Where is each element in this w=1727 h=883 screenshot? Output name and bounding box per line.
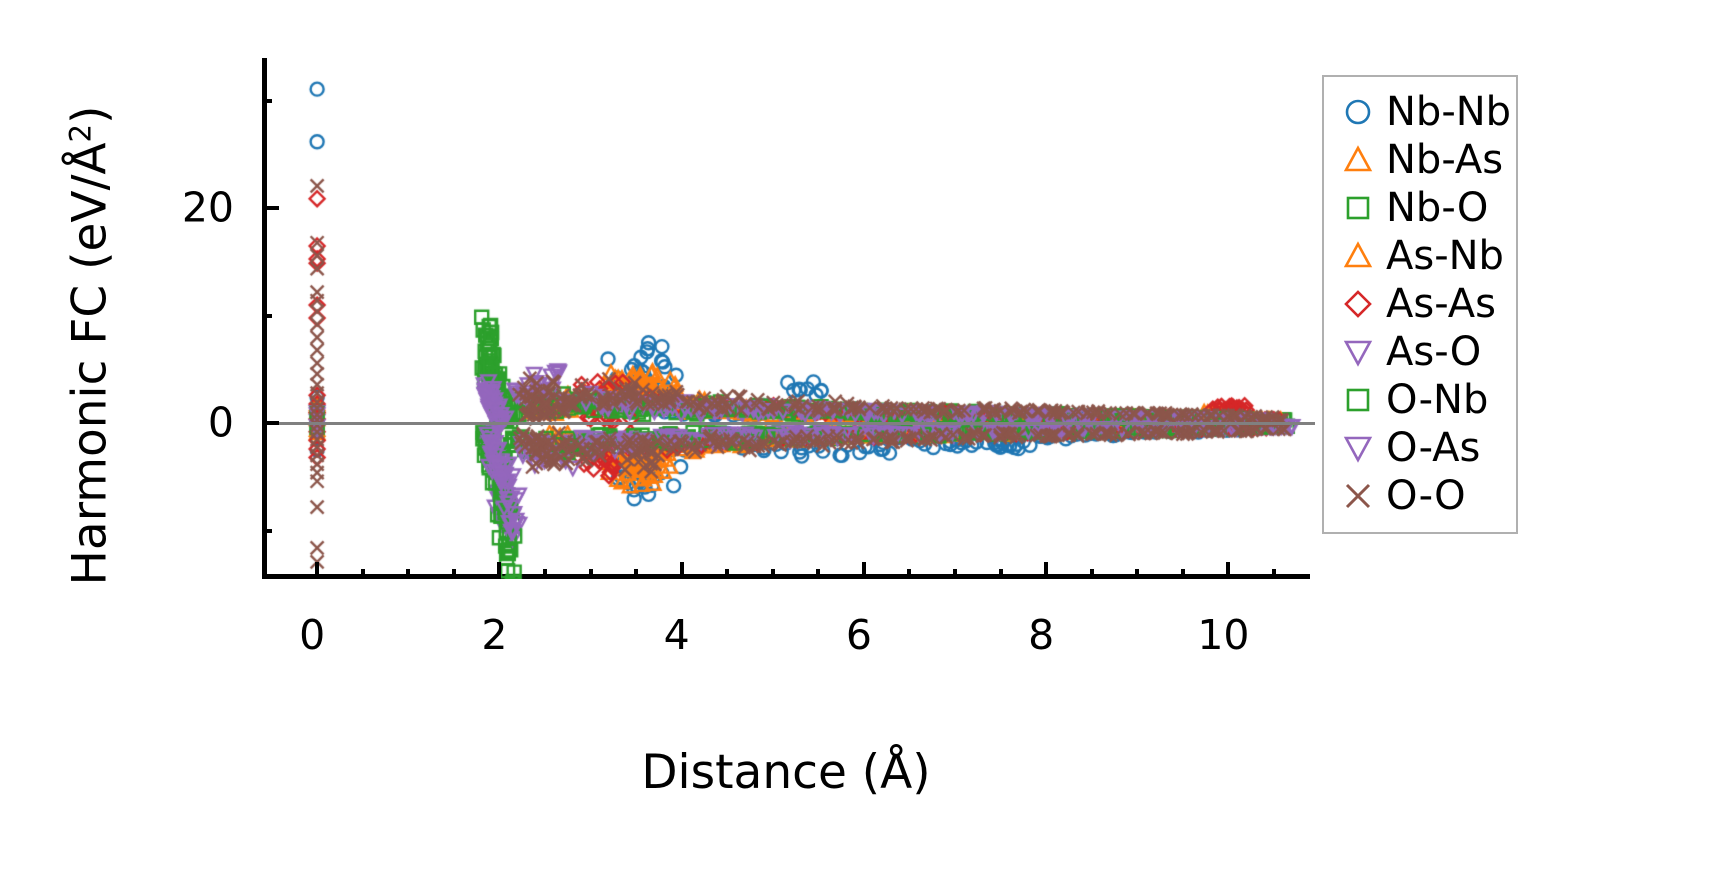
- scatter-data-canvas: [267, 58, 1315, 579]
- legend-item-label: As-Nb: [1386, 233, 1504, 279]
- x-tick-minor: [542, 569, 547, 579]
- x-tick-minor: [770, 569, 775, 579]
- legend-item-label: Nb-O: [1386, 185, 1489, 231]
- x-tick-label: 8: [1028, 611, 1055, 659]
- legend-item-as-o[interactable]: As-O: [1336, 328, 1504, 376]
- legend-item-as-as[interactable]: As-As: [1336, 280, 1504, 328]
- x-tick-minor: [1089, 569, 1094, 579]
- x-marker-icon: [1336, 476, 1380, 516]
- y-axis-label-close: ): [62, 105, 118, 124]
- legend-item-nb-as[interactable]: Nb-As: [1336, 136, 1504, 184]
- plot-area: [262, 58, 1315, 579]
- y-tick-minor: [262, 98, 272, 103]
- legend-item-label: O-Nb: [1386, 377, 1489, 423]
- x-axis-label: Distance (Å): [641, 745, 931, 800]
- legend-item-nb-o[interactable]: Nb-O: [1336, 184, 1504, 232]
- y-tick-minor: [262, 528, 272, 533]
- x-tick-minor: [406, 569, 411, 579]
- legend-item-label: As-O: [1386, 329, 1482, 375]
- y-tick-label: 20: [181, 183, 234, 232]
- x-tick-major: [679, 562, 684, 579]
- x-tick-label: 4: [663, 611, 690, 659]
- square-marker-icon: [1336, 380, 1380, 420]
- triangle-down-marker-icon: [1336, 332, 1380, 372]
- y-tick-label: 0: [207, 398, 234, 447]
- legend-item-nb-nb[interactable]: Nb-Nb: [1336, 88, 1511, 136]
- legend-item-o-o[interactable]: O-O: [1336, 472, 1504, 520]
- x-tick-major: [1044, 562, 1049, 579]
- triangle-up-marker-icon: [1336, 140, 1380, 180]
- triangle-down-marker-icon: [1336, 428, 1380, 468]
- x-tick-label: 2: [481, 611, 508, 659]
- legend-item-label: As-As: [1386, 281, 1496, 327]
- triangle-up-marker-icon: [1336, 236, 1380, 276]
- y-axis-label: Harmonic FC (eV/Å2): [63, 66, 118, 626]
- y-tick-major: [262, 206, 279, 211]
- x-tick-minor: [1135, 569, 1140, 579]
- legend-item-label: Nb-Nb: [1386, 89, 1512, 135]
- x-tick-minor: [1180, 569, 1185, 579]
- square-marker-icon: [1336, 188, 1380, 228]
- legend: Nb-Nb Nb-As Nb-O As-Nb As-As As-O O-Nb O-As O-O: [1322, 75, 1518, 534]
- x-tick-label: 10: [1197, 611, 1250, 659]
- x-tick-minor: [1271, 569, 1276, 579]
- x-tick-minor: [634, 569, 639, 579]
- x-tick-major: [315, 562, 320, 579]
- x-tick-label: 6: [845, 611, 872, 659]
- x-tick-minor: [998, 569, 1003, 579]
- x-tick-minor: [725, 569, 730, 579]
- x-tick-minor: [953, 569, 958, 579]
- y-axis-label-exponent: 2: [63, 123, 98, 143]
- x-tick-major: [497, 562, 502, 579]
- legend-item-label: O-As: [1386, 425, 1481, 471]
- x-tick-minor: [816, 569, 821, 579]
- zero-reference-line: [267, 422, 1315, 426]
- circle-marker-icon: [1336, 92, 1380, 132]
- legend-item-label: Nb-As: [1386, 137, 1504, 183]
- legend-item-label: O-O: [1386, 473, 1466, 519]
- legend-item-o-nb[interactable]: O-Nb: [1336, 376, 1504, 424]
- y-tick-major: [262, 421, 279, 426]
- x-tick-minor: [907, 569, 912, 579]
- legend-item-o-as[interactable]: O-As: [1336, 424, 1504, 472]
- x-tick-minor: [360, 569, 365, 579]
- legend-item-as-nb[interactable]: As-Nb: [1336, 232, 1504, 280]
- diamond-marker-icon: [1336, 284, 1380, 324]
- x-tick-minor: [588, 569, 593, 579]
- x-tick-minor: [451, 569, 456, 579]
- y-tick-minor: [262, 313, 272, 318]
- x-tick-major: [861, 562, 866, 579]
- x-tick-major: [1226, 562, 1231, 579]
- x-tick-label: 0: [299, 611, 326, 659]
